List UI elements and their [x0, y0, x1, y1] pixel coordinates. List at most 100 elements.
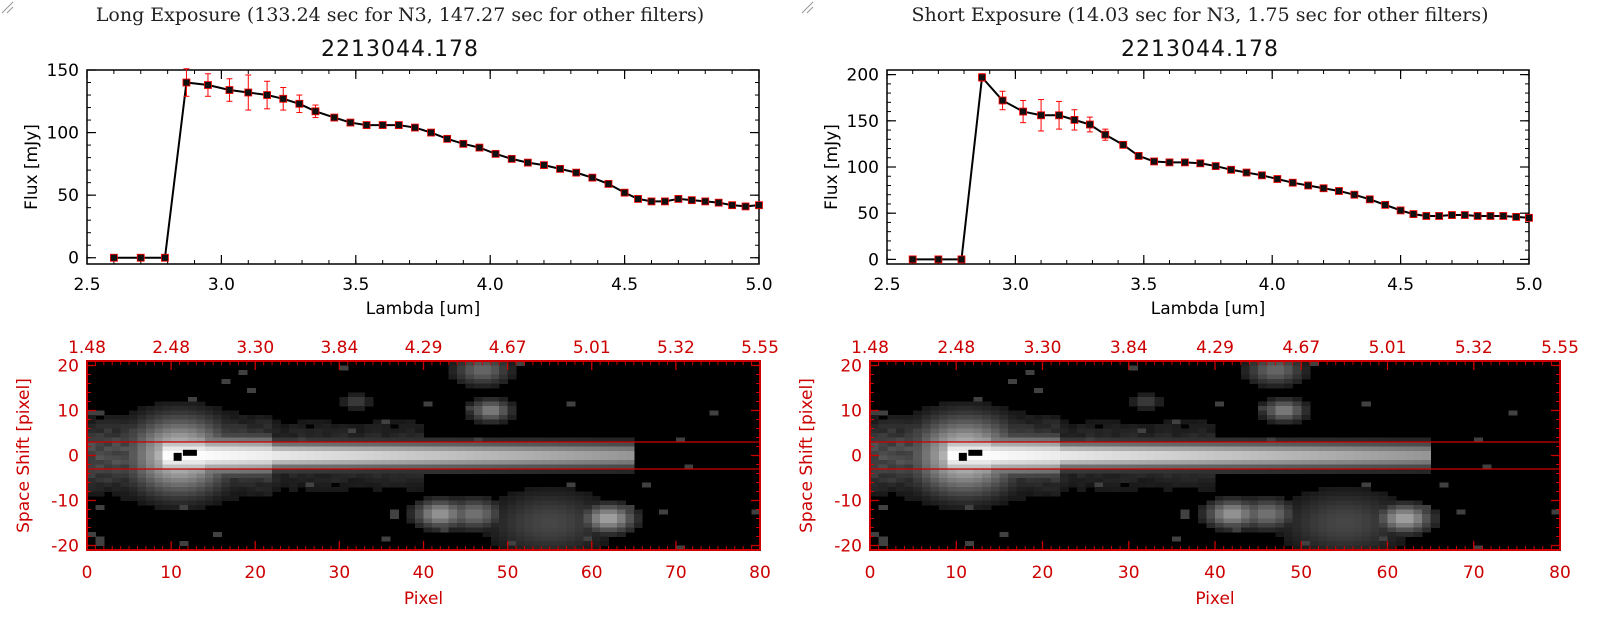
image-pixel	[448, 442, 458, 447]
flux-series	[908, 73, 1533, 264]
image-pixel	[1025, 478, 1035, 483]
image-pixel	[288, 424, 298, 429]
image-pixel	[1404, 442, 1414, 447]
image-pixel	[1404, 451, 1414, 456]
image-pixel	[389, 469, 399, 474]
image-pixel	[1404, 514, 1414, 519]
image-pixel	[921, 487, 931, 492]
image-pixel	[154, 419, 164, 425]
image-pixel	[1197, 487, 1207, 492]
y-tick-label: -20	[51, 537, 79, 557]
image-pixel	[616, 446, 626, 452]
image-pixel	[990, 496, 1000, 501]
image-pixel	[120, 455, 130, 461]
image-pixel	[1240, 496, 1250, 501]
image-pixel	[373, 473, 382, 479]
data-point	[1085, 120, 1094, 129]
image-pixel	[213, 446, 223, 452]
image-pixel	[162, 464, 172, 470]
image-pixel	[381, 451, 391, 456]
image-pixel	[1292, 370, 1302, 375]
image-pixel	[549, 464, 559, 470]
data-point	[1486, 212, 1495, 220]
image-pixel	[1215, 469, 1225, 474]
image-pixel	[999, 532, 1009, 537]
image-pixel	[1413, 523, 1423, 528]
image-pixel	[1223, 455, 1233, 461]
image-pixel	[347, 424, 357, 429]
image-pixel	[213, 460, 223, 465]
image-pixel	[999, 437, 1009, 443]
image-pixel	[549, 496, 559, 501]
image-pixel	[566, 455, 576, 461]
image-pixel	[625, 518, 635, 524]
image-pixel	[389, 482, 399, 488]
image-pixel	[103, 464, 113, 470]
image-pixel	[1189, 446, 1199, 452]
image-pixel	[490, 415, 500, 420]
image-pixel	[448, 437, 458, 443]
image-pixel	[364, 446, 374, 452]
image-pixel	[238, 487, 248, 492]
image-pixel	[1094, 451, 1104, 456]
image-pixel	[1163, 446, 1173, 452]
image-pixel	[473, 442, 483, 447]
image-pixel	[120, 428, 130, 434]
top-tick-label: 3.30	[1024, 338, 1062, 358]
image-pixel	[1102, 419, 1112, 425]
image-pixel	[887, 442, 897, 447]
image-pixel	[1197, 424, 1207, 429]
image-pixel	[440, 446, 450, 452]
y-tick-label: 150	[47, 61, 79, 81]
image-pixel	[221, 478, 231, 483]
image-pixel	[1137, 433, 1147, 438]
resize-grip-icon[interactable]	[0, 0, 14, 14]
data-point	[604, 179, 613, 188]
image-pixel	[904, 446, 914, 452]
image-pixel	[921, 455, 931, 461]
image-pixel	[558, 509, 568, 515]
image-pixel	[1387, 536, 1397, 542]
image-pixel	[982, 500, 992, 506]
image-pixel	[154, 469, 164, 474]
image-pixel	[625, 460, 635, 465]
image-pixel	[473, 464, 483, 470]
image-pixel	[457, 464, 467, 470]
image-pixel	[1318, 455, 1328, 461]
x-tick-label: 3.5	[1130, 275, 1157, 295]
image-pixel	[947, 473, 957, 479]
image-pixel	[990, 460, 1000, 465]
image-pixel	[1051, 415, 1061, 420]
image-pixel	[947, 451, 957, 456]
resize-grip-icon[interactable]	[800, 0, 814, 14]
image-pixel	[566, 401, 576, 407]
image-pixel	[1378, 451, 1388, 456]
image-pixel	[373, 419, 382, 425]
image-pixel	[1206, 464, 1216, 470]
image-pixel	[162, 469, 172, 474]
image-pixel	[1258, 523, 1268, 528]
image-pixel	[541, 523, 551, 528]
image-pixel	[956, 406, 966, 411]
image-pixel	[482, 442, 492, 447]
image-pixel	[423, 455, 433, 461]
image-pixel	[1189, 473, 1199, 479]
image-pixel	[921, 464, 931, 470]
image-pixel	[406, 455, 416, 461]
image-pixel	[465, 509, 475, 515]
image-pixel	[1008, 473, 1018, 479]
image-pixel	[1137, 464, 1147, 470]
image-pixel	[457, 361, 467, 366]
image-pixel	[1077, 469, 1087, 474]
image-pixel	[1344, 545, 1354, 551]
x-tick-label: 20	[244, 563, 266, 583]
image-pixel	[574, 469, 584, 474]
image-pixel	[490, 536, 500, 542]
image-pixel	[1292, 455, 1302, 461]
image-pixel	[1137, 478, 1147, 483]
image-pixel	[1378, 505, 1388, 510]
image-pixel	[964, 469, 974, 474]
image-pixel	[280, 464, 290, 470]
image-pixel	[1387, 469, 1397, 474]
image-pixel	[982, 460, 992, 465]
